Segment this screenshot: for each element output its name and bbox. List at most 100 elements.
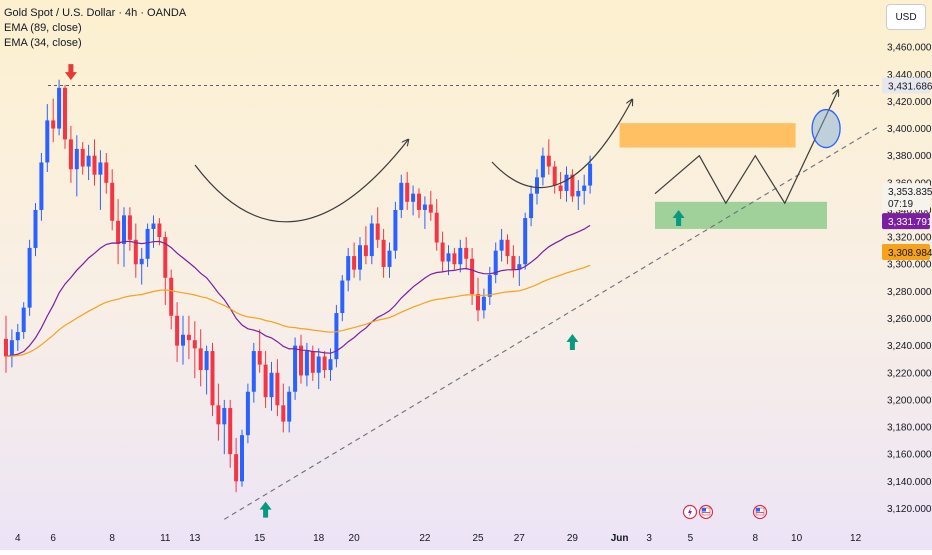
candle-body xyxy=(316,356,321,373)
x-tick-label: 11 xyxy=(160,533,171,544)
y-tick-label: 3,300.000 xyxy=(887,260,932,271)
candle-body xyxy=(263,364,268,398)
candle-body xyxy=(487,275,492,297)
candle-body xyxy=(352,256,357,270)
candle-body xyxy=(198,348,203,371)
y-tick-label: 3,280.000 xyxy=(887,287,932,298)
candle-body xyxy=(304,351,309,376)
candle-body xyxy=(269,372,274,398)
candle-body xyxy=(558,185,563,191)
x-tick-label: 6 xyxy=(50,533,56,544)
candle-body xyxy=(535,177,539,194)
last-price-label-text: 3,353.835 xyxy=(888,187,932,198)
x-tick-label: 20 xyxy=(349,533,361,544)
ema89-legend[interactable]: EMA (89, close) xyxy=(4,22,82,34)
candle-body xyxy=(228,408,233,455)
candle-body xyxy=(181,334,185,346)
candle-body xyxy=(234,454,239,482)
candle-body xyxy=(175,315,180,346)
x-tick-label: 8 xyxy=(753,533,759,544)
candle-body xyxy=(122,215,126,244)
candle-body xyxy=(39,162,44,210)
x-tick-label: 10 xyxy=(791,533,803,544)
candle-body xyxy=(245,391,250,436)
candle-body xyxy=(564,174,569,191)
y-tick-label: 3,240.000 xyxy=(887,341,932,352)
candle-body xyxy=(411,193,416,202)
flag-canton xyxy=(756,508,760,512)
y-tick-label: 3,440.000 xyxy=(887,70,932,81)
candle-body xyxy=(68,139,73,170)
candle-body xyxy=(517,264,522,270)
candle-body xyxy=(523,218,528,265)
zones xyxy=(619,123,827,229)
candle-body xyxy=(287,391,292,422)
candle-body xyxy=(334,313,339,360)
candle-body xyxy=(139,258,144,265)
candle-body xyxy=(133,239,138,265)
buy-signal-arrow xyxy=(259,501,272,518)
y-tick-label: 3,160.000 xyxy=(887,450,932,461)
us-flag-icon xyxy=(752,504,768,520)
candle-body xyxy=(299,345,303,376)
resistance-zone xyxy=(619,123,796,148)
candle-body xyxy=(358,245,362,270)
y-tick-label: 3,200.000 xyxy=(887,395,932,406)
candle-body xyxy=(476,294,480,311)
candle-body xyxy=(293,345,298,392)
x-tick-label: 29 xyxy=(567,533,579,544)
last-price-label-box xyxy=(882,183,930,211)
buy-signal-arrow xyxy=(672,209,685,226)
candle-body xyxy=(346,256,351,281)
candle-body xyxy=(157,223,162,238)
candle-body xyxy=(110,182,115,221)
candle-body xyxy=(481,296,486,311)
candle-body xyxy=(417,193,421,210)
candle-body xyxy=(57,87,62,129)
candle-body xyxy=(151,223,156,229)
ema34-price-label: 3,331.791 xyxy=(882,213,932,230)
x-tick-label: 18 xyxy=(313,533,325,544)
x-tick-label: 3 xyxy=(646,533,652,544)
candle-body xyxy=(127,215,132,240)
candle-body xyxy=(511,256,516,270)
candle-body xyxy=(434,212,439,243)
candle-body xyxy=(428,204,433,213)
x-tick-label: 25 xyxy=(472,533,484,544)
flag-canton xyxy=(702,508,706,512)
symbol-title[interactable]: Gold Spot / U.S. Dollar · 4h · OANDA xyxy=(4,7,187,19)
y-tick-label: 3,380.000 xyxy=(887,151,932,162)
candle-body xyxy=(169,277,174,316)
axes: 3,460.000 3,440.000 3,420.000 3,400.000 3,38… xyxy=(15,43,932,544)
currency-selector[interactable]: USD xyxy=(886,4,926,30)
y-tick-label: 3,260.000 xyxy=(887,314,932,325)
candle-body xyxy=(446,253,451,262)
candle-body xyxy=(15,332,20,341)
candle-body xyxy=(452,253,457,265)
candle-body xyxy=(210,351,215,406)
buy-signal-arrow xyxy=(566,334,579,351)
candle-body xyxy=(505,239,510,257)
candle-body xyxy=(363,245,368,257)
candle-body xyxy=(51,120,56,129)
candle-body xyxy=(4,338,8,357)
candle-body xyxy=(493,250,498,276)
ema-lines xyxy=(5,224,591,358)
ema34-price-label-box xyxy=(882,213,930,230)
x-tick-label: 13 xyxy=(189,533,201,544)
high-line-price-label-box xyxy=(882,77,930,94)
candle-body xyxy=(322,356,327,371)
candle-body xyxy=(145,228,150,259)
candle-body xyxy=(222,408,227,425)
high-line-price-label: 3,431.686 xyxy=(882,77,932,94)
candle-body xyxy=(375,223,380,240)
curve-arrow-right xyxy=(491,100,632,189)
ema34-legend[interactable]: EMA (34, close) xyxy=(4,37,82,49)
flash-glyph xyxy=(688,507,692,517)
candles xyxy=(4,79,593,493)
x-tick-label: Jun xyxy=(611,533,629,544)
zigzag-projection xyxy=(654,91,838,205)
